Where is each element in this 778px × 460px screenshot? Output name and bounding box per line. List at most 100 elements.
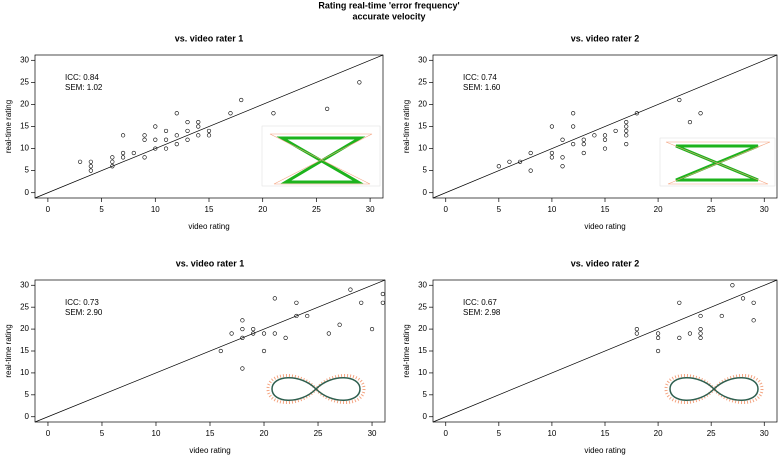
point [206,133,212,138]
point [261,348,267,354]
point [228,111,233,116]
point [602,146,608,151]
annotation: ICC: 0.73 [65,298,99,307]
y-tick-label: 25 [20,302,29,311]
y-tick-label: 0 [423,412,428,421]
y-tick-label: 25 [418,302,427,311]
point [528,150,533,156]
point [196,119,201,125]
point [337,322,342,327]
point [348,287,353,292]
point [549,150,555,156]
y-tick-label: 30 [20,55,29,64]
point [581,137,586,142]
x-tick-label: 15 [601,429,610,438]
point [174,111,179,116]
point [174,142,179,147]
x-tick-label: 5 [100,429,105,438]
y-tick-label: 25 [418,77,427,86]
point [517,159,523,164]
point [624,133,629,138]
point [602,133,608,138]
point [218,348,223,354]
y-tick-label: 0 [25,412,30,421]
x-tick-label: 5 [99,205,104,214]
identity-line [34,54,384,199]
annotation: SEM: 1.60 [463,83,501,92]
point [740,296,746,301]
identity-line [432,54,778,199]
point [206,128,212,134]
point [294,313,299,319]
point [655,348,661,354]
insets [261,125,776,404]
point [88,164,93,169]
point [624,142,629,147]
x-tick-label: 10 [547,429,556,438]
panel-title: vs. video rater 1 [175,33,244,43]
y-tick-label: 20 [20,100,29,109]
annotation: SEM: 2.98 [463,308,501,317]
point [624,119,629,125]
point [240,366,245,371]
point [560,164,565,169]
inset-infinity [664,374,764,404]
point [687,119,693,125]
point [698,111,703,116]
x-tick-label: 20 [258,205,267,214]
x-tick-label: 15 [206,429,215,438]
point [153,124,158,129]
point [251,326,256,332]
point [751,318,756,323]
point [185,119,190,125]
point [142,137,147,142]
y-axis-label: real-time rating [402,100,411,153]
point [174,133,179,138]
y-tick-label: 10 [20,368,29,377]
point [294,300,299,305]
point [613,128,618,134]
point [240,318,245,323]
point [261,331,267,336]
y-tick-label: 10 [20,144,29,153]
point [730,283,735,288]
point [655,331,661,336]
point [359,300,364,305]
point [655,335,661,340]
point [369,326,375,332]
y-tick-label: 20 [418,324,427,333]
point [163,146,169,151]
x-tick-label: 0 [46,429,51,438]
x-axis-label: video rating [584,446,625,455]
point [110,159,115,164]
inset-hourglass [659,137,776,187]
point [624,124,629,129]
y-tick-label: 30 [418,55,427,64]
point [142,155,147,160]
y-tick-label: 30 [418,280,427,289]
point [196,133,201,138]
identity-line [34,279,386,423]
point [357,80,362,85]
point [88,168,93,173]
y-tick-label: 20 [418,100,427,109]
y-tick-label: 10 [418,144,427,153]
inset-infinity [266,374,366,404]
x-tick-label: 25 [707,205,716,214]
point [581,142,586,147]
point [677,97,682,103]
point [185,128,190,134]
y-tick-label: 5 [423,166,428,175]
point [153,137,158,142]
annotation: ICC: 0.74 [463,73,497,82]
point [634,326,639,332]
x-tick-label: 10 [151,205,160,214]
panel-title: vs. video rater 1 [176,258,245,268]
panel-title: vs. video rater 2 [571,33,640,43]
point [549,155,555,160]
point [581,150,586,156]
point [120,150,126,156]
point [719,313,724,319]
annotation: SEM: 1.02 [65,83,103,92]
point [153,146,158,151]
